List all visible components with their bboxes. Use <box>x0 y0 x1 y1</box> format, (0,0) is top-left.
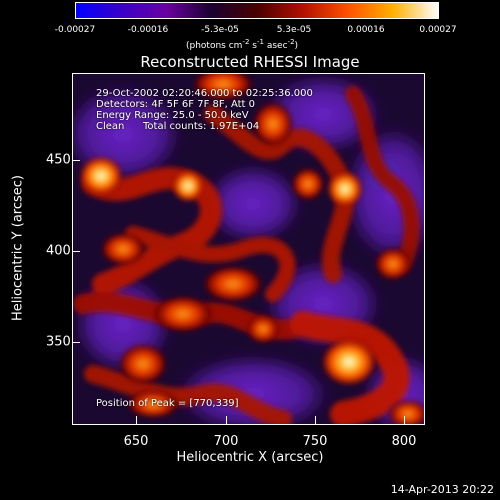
y-tick-label: 400 <box>46 243 71 259</box>
x-axis-label: Heliocentric X (arcsec) <box>176 450 324 465</box>
info-detectors: Detectors: 4F 5F 6F 7F 8F, Att 0 <box>96 99 256 110</box>
x-tick-label: 700 <box>213 434 239 449</box>
y-tick-mark <box>72 160 80 161</box>
x-tick-label: 750 <box>302 434 328 449</box>
info-time-range: 29-Oct-2002 02:20:46.000 to 02:25:36.000 <box>96 88 313 99</box>
x-tick-label: 650 <box>123 434 149 449</box>
info-total-counts: Total counts: 1.97E+04 <box>143 121 260 132</box>
y-tick-label: 350 <box>46 334 71 350</box>
x-tick-mark <box>404 416 405 424</box>
x-tick-mark <box>315 416 316 424</box>
colorbar-tick: -5.3e-05 <box>201 25 239 35</box>
info-energy-range: Energy Range: 25.0 - 50.0 keV <box>96 110 249 121</box>
y-tick-label: 450 <box>46 152 71 168</box>
colorbar-tick: 0.00027 <box>419 25 457 35</box>
y-tick-mark <box>72 342 80 343</box>
colorbar-tick: -0.00016 <box>127 25 169 35</box>
info-peak-position: Position of Peak = [770,339] <box>96 398 239 409</box>
colorbar-tick: 5.3e-05 <box>276 25 312 35</box>
info-method: Clean <box>96 121 125 132</box>
x-tick-mark <box>136 416 137 424</box>
y-tick-mark <box>72 251 80 252</box>
rhessi-image: 29-Oct-2002 02:20:46.000 to 02:25:36.000… <box>72 73 425 425</box>
y-axis-label: Heliocentric Y (arcsec) <box>10 175 26 321</box>
x-tick-label: 800 <box>391 434 417 449</box>
colorbar <box>75 2 439 19</box>
rhessi-image-canvas <box>73 74 424 424</box>
x-tick-mark <box>226 416 227 424</box>
colorbar-unit-label: (photons cm-2 s-1 asec-2) <box>186 38 299 51</box>
colorbar-tick: 0.00016 <box>347 25 385 35</box>
colorbar-tick: -0.00027 <box>54 25 96 35</box>
timestamp: 14-Apr-2013 20:22 <box>390 483 494 496</box>
plot-title: Reconstructed RHESSI Image <box>140 53 360 71</box>
